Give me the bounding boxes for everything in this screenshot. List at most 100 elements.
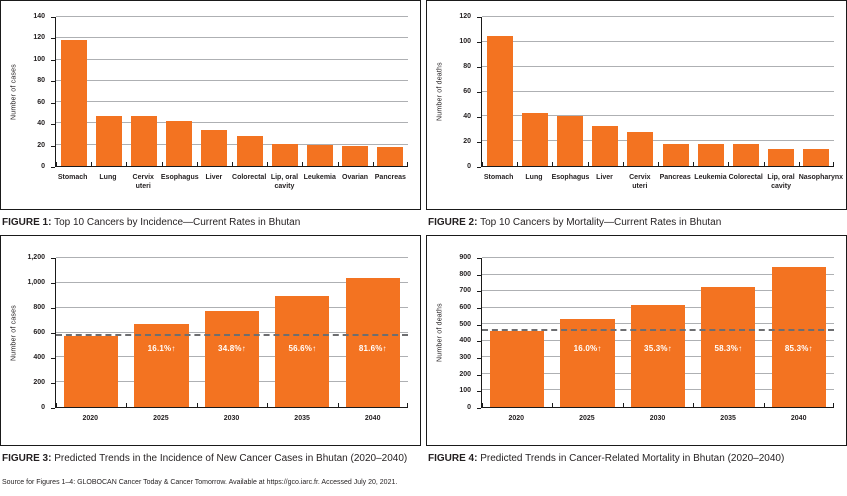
figures-row-bottom: Number of cases 16.1%↑ 34.8%↑ 56.6%↑ 81.6%↑ 0… <box>0 235 847 471</box>
y-axis-tick <box>51 383 55 384</box>
y-axis-tick <box>477 67 481 68</box>
gridline <box>56 281 408 283</box>
figure3-caption-text: Predicted Trends in the Incidence of New… <box>54 453 408 464</box>
x-category-label: 2040 <box>364 415 381 422</box>
bar <box>236 136 263 166</box>
x-axis-tick <box>337 162 339 166</box>
bar <box>130 115 158 166</box>
figure4-panel: Number of deaths 16.0%↑ 35.3%↑ 58.3%↑ 85.3%↑… <box>426 235 847 446</box>
figure2-caption-label: FIGURE 2: <box>428 217 478 228</box>
x-axis-tick <box>482 403 483 407</box>
x-axis-tick <box>56 403 57 407</box>
bar-percent-label: 56.6%↑ <box>288 344 317 354</box>
bar-percent-label: 81.6%↑ <box>358 344 387 354</box>
y-axis-tick <box>477 374 481 376</box>
bar <box>732 143 760 166</box>
y-tick-label: 800 <box>33 304 45 311</box>
y-tick-label: 100 <box>459 387 471 395</box>
x-category-label: Liver <box>596 174 613 181</box>
x-axis-tick <box>517 162 519 166</box>
figure2-caption-text: Top 10 Cancers by Mortality—Current Rate… <box>480 217 722 228</box>
y-axis-tick <box>51 17 55 18</box>
bar <box>662 143 689 166</box>
y-axis-tick <box>477 17 481 18</box>
plot-area: 16.0%↑ 35.3%↑ 58.3%↑ 85.3%↑ <box>481 257 834 408</box>
bar <box>204 311 260 407</box>
bar <box>556 116 584 166</box>
figure2-caption: FIGURE 2: Top 10 Cancers by Mortality—Cu… <box>428 217 843 229</box>
y-axis-tick <box>477 358 481 359</box>
gridline <box>482 257 834 258</box>
y-axis-tick <box>51 358 55 359</box>
bar <box>768 148 795 166</box>
bar <box>627 132 654 166</box>
y-axis-tick <box>51 308 55 309</box>
x-axis-tick <box>407 162 408 166</box>
y-tick-label: 200 <box>33 379 45 386</box>
figure3-bar-chart: Number of cases 16.1%↑ 34.8%↑ 56.6%↑ 81.6%↑ 0… <box>1 236 420 445</box>
bar <box>592 126 619 166</box>
figure1-caption: FIGURE 1: Top 10 Cancers by Incidence—Cu… <box>2 217 417 229</box>
y-axis-tick <box>51 145 55 147</box>
gridline <box>56 79 408 81</box>
bar <box>697 143 724 166</box>
y-tick-label: 1,200 <box>27 254 45 261</box>
bar <box>490 331 545 407</box>
x-axis-tick <box>693 162 695 166</box>
bar <box>201 129 228 166</box>
y-axis-tick <box>51 59 55 61</box>
x-axis-tick <box>552 403 554 407</box>
x-category-label: 2035 <box>720 415 736 422</box>
figure4-cell: Number of deaths 16.0%↑ 35.3%↑ 58.3%↑ 85.3%↑… <box>426 235 847 471</box>
y-tick-label: 300 <box>459 354 471 361</box>
gridline <box>56 257 408 258</box>
x-axis-tick <box>196 162 198 166</box>
y-tick-label: 100 <box>33 55 45 63</box>
y-tick-label: 80 <box>37 77 45 85</box>
y-axis-tick <box>477 142 481 143</box>
x-category-label: Cervix uteri <box>629 174 651 191</box>
x-category-label: 2030 <box>223 415 240 422</box>
bar <box>275 295 330 407</box>
gridline <box>482 273 834 275</box>
bar <box>803 148 830 166</box>
x-axis-tick <box>126 162 128 166</box>
x-axis-tick <box>232 162 233 166</box>
bar-percent-label: 58.3%↑ <box>714 344 743 354</box>
x-category-label: 2020 <box>82 415 99 422</box>
figure4-caption-text: Predicted Trends in Cancer-Related Morta… <box>480 453 785 464</box>
gridline <box>482 115 834 117</box>
y-axis-tick <box>51 333 55 334</box>
gridline <box>56 58 408 60</box>
y-tick-label: 100 <box>459 38 471 45</box>
gridline <box>56 101 408 103</box>
x-axis-tick <box>763 403 765 407</box>
bar-percent-label: 16.1%↑ <box>147 344 176 354</box>
y-axis-tick <box>477 408 481 409</box>
y-tick-label: 800 <box>459 270 471 278</box>
x-axis-tick <box>267 162 269 166</box>
figure1-caption-label: FIGURE 1: <box>2 217 52 228</box>
x-category-label: Colorectal <box>728 174 763 181</box>
x-category-label: 2025 <box>153 415 169 422</box>
y-tick-label: 600 <box>33 329 45 336</box>
y-axis-tick <box>51 124 55 126</box>
y-tick-label: 0 <box>41 404 45 411</box>
y-axis-tick <box>477 324 481 326</box>
y-axis-tick <box>51 283 55 284</box>
y-axis-tick <box>51 167 55 168</box>
x-category-label: 2025 <box>579 415 595 422</box>
y-tick-label: 140 <box>33 13 45 20</box>
figure1-cell: Number of cases 0 20 40 60 80 100 120 140 Stomach… <box>0 0 421 235</box>
figure3-cell: Number of cases 16.1%↑ 34.8%↑ 56.6%↑ 81.6%↑ 0… <box>0 235 421 471</box>
x-category-label: 2040 <box>790 415 807 422</box>
y-tick-label: 1,000 <box>27 279 45 286</box>
x-category-label: Lung <box>525 174 543 181</box>
x-axis-tick <box>302 162 304 166</box>
y-axis-tick <box>477 42 481 43</box>
gridline <box>482 40 834 42</box>
x-category-label: Esophagus <box>160 174 199 181</box>
figure2-cell: Number of deaths 0 20 40 60 80 100 120 Stomach Lu… <box>426 0 847 235</box>
x-category-label: Lip, oral cavity <box>270 174 299 191</box>
bar <box>134 324 189 407</box>
